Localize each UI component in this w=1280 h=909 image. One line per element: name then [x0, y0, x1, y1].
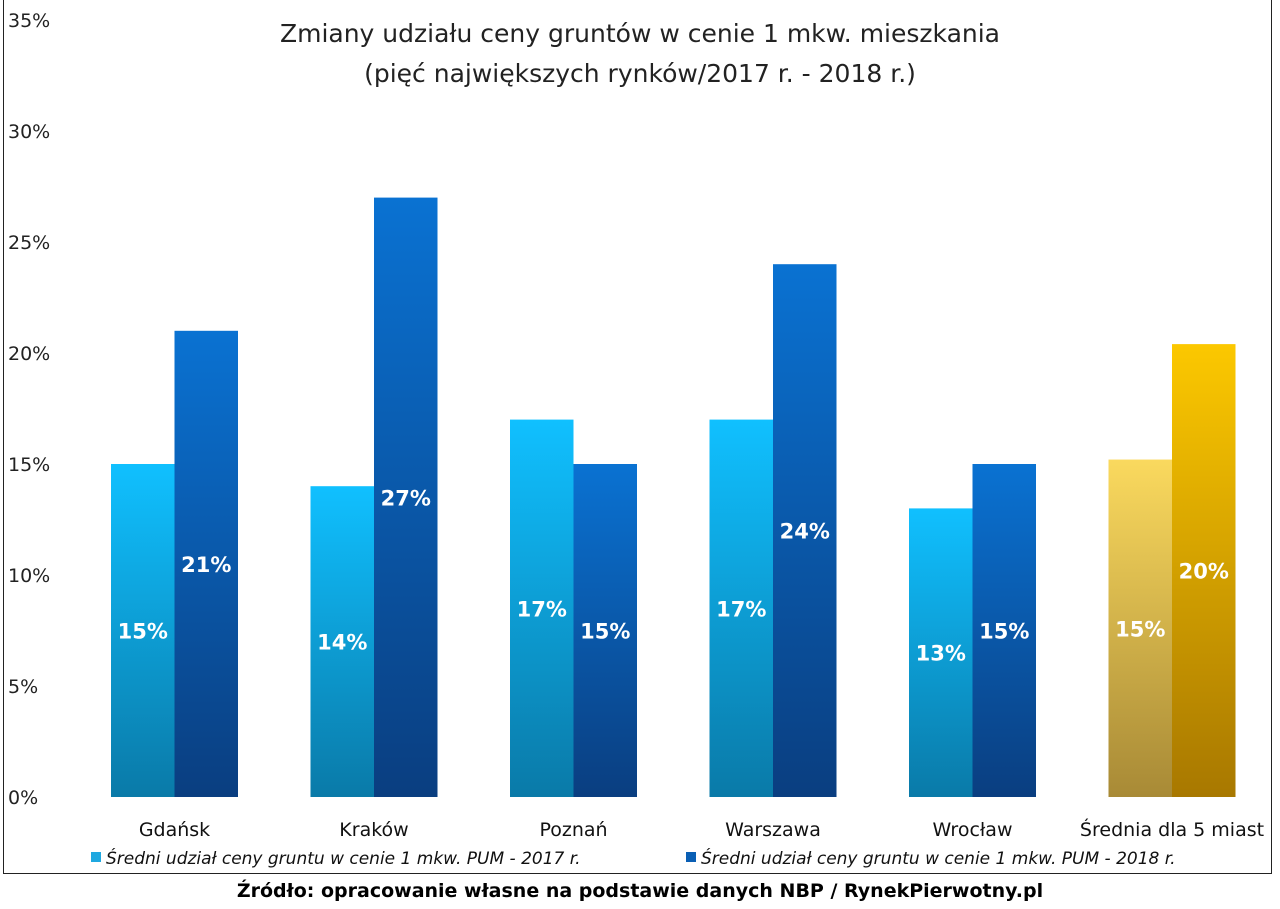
y-tick-label: 0% — [8, 787, 38, 809]
y-tick-label: 15% — [8, 454, 50, 476]
x-category-label: Wrocław — [933, 819, 1013, 841]
data-label: 15% — [1115, 617, 1165, 641]
data-label: 24% — [780, 520, 830, 544]
bar-2018 — [1172, 344, 1236, 797]
y-tick-label: 5% — [8, 676, 38, 698]
legend-label-2017: Średni udział ceny gruntu w cenie 1 mkw.… — [106, 847, 581, 869]
x-category-label: Gdańsk — [139, 819, 210, 841]
bar-2018 — [972, 464, 1036, 797]
bar-2017 — [310, 486, 374, 797]
chart-title: Zmiany udziału ceny gruntów w cenie 1 mk… — [280, 19, 1000, 48]
data-label: 17% — [716, 597, 766, 621]
x-category-label: Warszawa — [725, 819, 821, 841]
legend-swatch-2017 — [91, 852, 101, 862]
chart-frame — [3, 0, 1272, 874]
data-label: 17% — [517, 597, 567, 621]
bar-2018 — [174, 330, 238, 797]
y-tick-label: 10% — [8, 565, 50, 587]
x-category-label: Średnia dla 5 miast — [1080, 817, 1264, 841]
bar-2017 — [510, 419, 574, 797]
bar-2018 — [773, 264, 837, 797]
y-tick-label: 30% — [8, 121, 50, 143]
y-tick-label: 20% — [8, 343, 50, 365]
legend-swatch-2018 — [686, 852, 696, 862]
source-note: Źródło: opracowanie własne na podstawie … — [237, 879, 1043, 902]
legend-label-2018: Średni udział ceny gruntu w cenie 1 mkw.… — [701, 847, 1176, 869]
data-label: 21% — [181, 553, 231, 577]
bar-2018 — [374, 197, 438, 798]
data-label: 14% — [317, 631, 367, 655]
y-tick-label: 25% — [8, 232, 50, 254]
bar-2017 — [1108, 459, 1172, 797]
y-tick-label: 35% — [8, 10, 50, 32]
data-label: 27% — [381, 486, 431, 510]
data-label: 15% — [979, 620, 1029, 644]
x-category-label: Poznań — [539, 819, 607, 841]
bar-2017 — [111, 464, 175, 797]
bar-2017 — [709, 419, 773, 797]
bar-2018 — [573, 464, 637, 797]
chart-subtitle: (pięć największych rynków/2017 r. - 2018… — [364, 59, 916, 88]
x-category-label: Kraków — [339, 819, 408, 841]
data-label: 15% — [118, 620, 168, 644]
data-label: 20% — [1179, 560, 1229, 584]
bar-2017 — [909, 508, 973, 797]
data-label: 15% — [580, 620, 630, 644]
data-label: 13% — [916, 642, 966, 666]
